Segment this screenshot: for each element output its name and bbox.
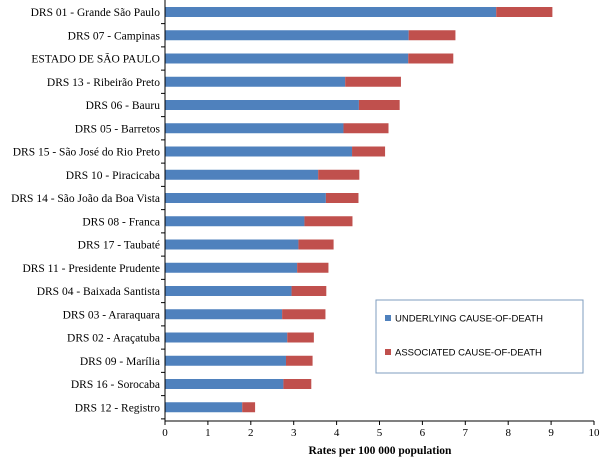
category-label: DRS 02 - Araçatuba (67, 333, 160, 345)
bar-associated (297, 262, 329, 273)
bar-underlying (165, 262, 298, 273)
bar-underlying (165, 100, 359, 110)
x-tick-label: 8 (505, 427, 511, 439)
x-tick-label: 7 (463, 427, 469, 439)
bar-underlying (165, 239, 299, 250)
category-label: DRS 04 - Baixada Santista (37, 286, 160, 298)
bar-associated (242, 402, 256, 413)
bar-underlying (165, 216, 305, 227)
bar-associated (282, 309, 326, 320)
bar-underlying (165, 309, 283, 320)
x-tick-label: 9 (548, 427, 554, 439)
legend-swatch-underlying (385, 315, 391, 321)
bar-underlying (165, 146, 353, 157)
category-label: DRS 06 - Bauru (86, 100, 161, 112)
bar-associated (285, 355, 313, 366)
bar-underlying (165, 286, 292, 296)
bar-underlying (165, 332, 288, 343)
bar-associated (496, 7, 553, 17)
category-label: DRS 09 - Marília (80, 356, 160, 368)
legend-label-underlying: UNDERLYING CAUSE-OF-DEATH (395, 314, 543, 325)
bar-underlying (165, 355, 286, 366)
bar-associated (291, 286, 327, 296)
bar-underlying (165, 169, 319, 180)
category-label: DRS 08 - Franca (82, 216, 160, 228)
category-label: DRS 16 - Sorocaba (71, 379, 160, 391)
category-label: DRS 12 - Registro (75, 402, 161, 414)
category-label: DRS 14 - São João da Boa Vista (11, 193, 160, 205)
bar-associated (408, 30, 456, 41)
category-label: DRS 07 - Campinas (68, 30, 161, 42)
legend: UNDERLYING CAUSE-OF-DEATH ASSOCIATED CAU… (375, 299, 584, 374)
legend-swatch-associated (385, 349, 391, 355)
bar-underlying (165, 76, 346, 87)
legend-label-associated: ASSOCIATED CAUSE-OF-DEATH (395, 348, 542, 359)
x-axis: 0 1 2 3 4 5 6 7 8 9 10 (161, 0, 600, 439)
category-label: DRS 01 - Grande São Paulo (31, 7, 161, 19)
bar-underlying (165, 379, 284, 389)
bar-associated (358, 100, 400, 110)
x-tick-label: 0 (162, 427, 168, 439)
bar-associated (283, 379, 312, 389)
bar-associated (343, 123, 389, 134)
category-label: DRS 10 - Piracicaba (66, 170, 160, 182)
bar-associated (298, 239, 334, 250)
bar-underlying (165, 53, 409, 64)
category-label: DRS 03 - Araraquara (63, 309, 160, 321)
x-tick-label: 5 (377, 427, 383, 439)
x-tick-label: 3 (291, 427, 297, 439)
bar-associated (408, 53, 454, 64)
category-label: DRS 15 - São José do Rio Preto (13, 147, 161, 159)
bar-associated (318, 169, 360, 180)
category-label: DRS 13 - Ribeirão Preto (47, 77, 160, 89)
bar-underlying (165, 7, 497, 17)
bar-underlying (165, 30, 409, 41)
bar-associated (325, 193, 359, 203)
x-tick-label: 6 (420, 427, 426, 439)
bar-underlying (165, 123, 344, 134)
x-tick-label: 2 (248, 427, 254, 439)
category-label: DRS 17 - Taubaté (78, 240, 160, 252)
x-tick-label: 10 (589, 427, 600, 439)
category-label: ESTADO DE SÃO PAULO (31, 52, 160, 66)
category-label: DRS 05 - Barretos (75, 123, 161, 135)
x-axis-title: Rates per 100 000 population (309, 445, 453, 457)
x-tick-label: 4 (334, 427, 340, 439)
category-labels: DRS 01 - Grande São Paulo DRS 07 - Campin… (11, 7, 160, 414)
bar-underlying (165, 193, 326, 203)
bars-group (165, 7, 553, 413)
bar-associated (345, 76, 401, 87)
bar-associated (304, 216, 353, 227)
legend-box (375, 299, 584, 374)
x-tick-label: 1 (205, 427, 211, 439)
bar-associated (287, 332, 314, 343)
category-label: DRS 11 - Presidente Prudente (22, 263, 160, 275)
bar-associated (352, 146, 386, 157)
bar-underlying (165, 402, 243, 413)
